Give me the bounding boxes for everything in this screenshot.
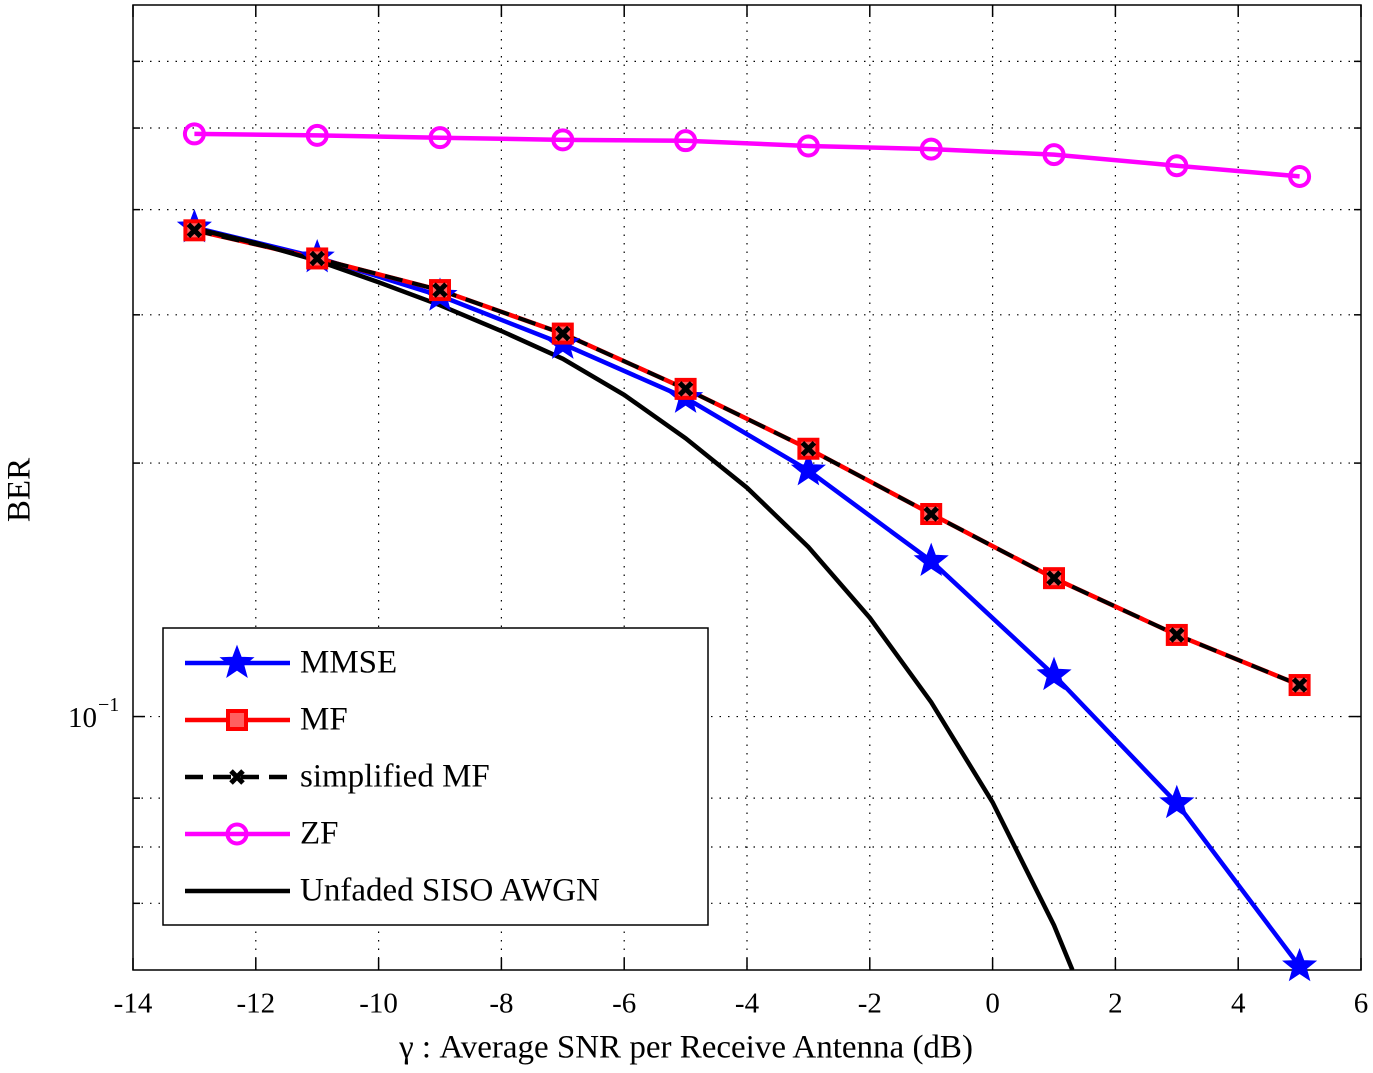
marker-x [677, 381, 694, 397]
marker-circle [796, 134, 820, 158]
x-tick-label: -12 [236, 988, 275, 1020]
marker-circle [1042, 143, 1066, 167]
x-tick-label: 2 [1108, 988, 1123, 1020]
x-tick-label: -2 [858, 988, 882, 1020]
x-tick-label: -4 [735, 988, 760, 1020]
marker-circle [305, 123, 329, 147]
marker-star [219, 644, 255, 678]
marker-x [432, 282, 448, 298]
marker-x [1169, 627, 1185, 643]
x-axis-label: γ : Average SNR per Receive Antenna (dB) [398, 1030, 973, 1066]
plot-frame [132, 4, 1362, 971]
marker-circle [919, 137, 943, 161]
marker-circle [428, 126, 452, 150]
marker-star [790, 452, 826, 486]
x-tick-label: 4 [1231, 988, 1246, 1020]
marker-x [800, 440, 817, 457]
marker-x [1291, 677, 1308, 693]
marker-star [1036, 656, 1072, 691]
marker-x [309, 250, 325, 267]
marker-star [1282, 947, 1318, 982]
legend-label: ZF [300, 816, 339, 852]
y-tick-exponent: −1 [98, 694, 119, 716]
series-line [193, 226, 1075, 970]
marker-circle [225, 822, 249, 846]
legend-label: MMSE [300, 645, 397, 681]
x-tick-label: -10 [359, 988, 398, 1020]
legend-label: simplified MF [300, 759, 490, 795]
y-tick-label: 10 [68, 702, 97, 734]
marker-x [1046, 570, 1062, 586]
marker-x [186, 222, 203, 239]
marker-star [1159, 784, 1195, 819]
marker-x [555, 325, 571, 342]
y-axis-label: BER [2, 458, 38, 522]
x-tick-label: -14 [114, 988, 153, 1020]
marker-x [229, 769, 245, 785]
marker-circle [1165, 154, 1189, 178]
x-tick-label: 6 [1354, 988, 1369, 1020]
marker-circle [551, 128, 575, 152]
plot-area [193, 131, 1302, 970]
legend-label: MF [300, 702, 348, 738]
marker-x [923, 506, 939, 522]
x-tick-label: -6 [612, 988, 636, 1020]
legend-label: Unfaded SISO AWGN [300, 873, 600, 909]
x-tick-label: 0 [985, 988, 1000, 1020]
marker-circle [182, 122, 206, 146]
marker-star [913, 542, 949, 576]
series-line [194, 131, 1300, 179]
marker-circle [1288, 164, 1312, 188]
marker-square [226, 709, 248, 731]
x-tick-label: -8 [489, 988, 513, 1020]
series-line [193, 228, 1301, 688]
marker-circle [674, 129, 698, 153]
